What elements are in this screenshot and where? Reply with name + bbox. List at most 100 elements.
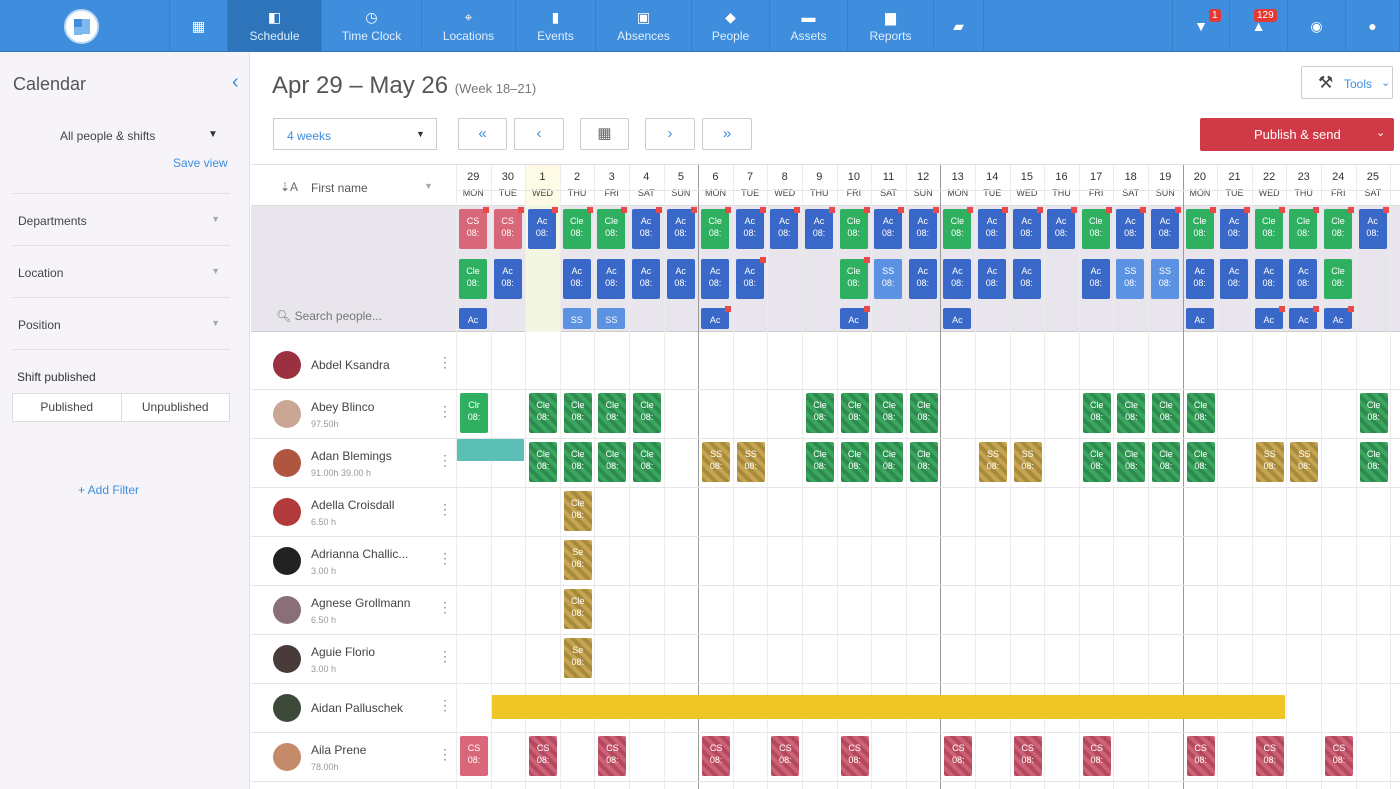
more-options-icon[interactable]: ⋮: [438, 697, 452, 713]
shift-block[interactable]: Cle 08:: [701, 207, 732, 249]
tools-button[interactable]: ⚒ Tools ⌄: [1301, 66, 1393, 99]
filter-location[interactable]: Location ▼: [12, 245, 230, 297]
filter-position[interactable]: Position ▼: [12, 297, 230, 349]
day-header[interactable]: 6 MON: [698, 165, 733, 205]
day-header[interactable]: 30 TUE: [491, 165, 526, 205]
shift-block[interactable]: Cle 08:: [1254, 207, 1285, 249]
shift-block[interactable]: CS 08:: [493, 207, 524, 249]
shift-block[interactable]: SS 08:: [1290, 442, 1319, 482]
person-row-header[interactable]: Adella Croisdall 6.50 h ⋮: [251, 487, 456, 536]
nav-schedule[interactable]: ◧ Schedule: [228, 0, 322, 52]
shift-block[interactable]: Ac 08:: [528, 207, 559, 249]
search-people-input[interactable]: 🔍︎ Search people...: [276, 309, 382, 323]
shift-block[interactable]: CS 08:: [1325, 736, 1353, 776]
day-header[interactable]: 1 WED: [525, 165, 560, 205]
day-header[interactable]: 8 WED: [767, 165, 802, 205]
day-header[interactable]: 7 TUE: [733, 165, 768, 205]
shift-block[interactable]: SS 08:: [874, 259, 903, 299]
chevron-down-icon[interactable]: ▼: [208, 129, 218, 140]
shift-block[interactable]: Ac 08:: [770, 207, 801, 249]
person-row-header[interactable]: Aguie Florio 3.00 h ⋮: [251, 634, 456, 683]
nav-time-clock[interactable]: ◷ Time Clock: [322, 0, 422, 52]
shift-block[interactable]: Ac 08:: [978, 207, 1008, 249]
day-header[interactable]: 24 FRI: [1321, 165, 1356, 205]
shift-block[interactable]: Cle 08:: [563, 442, 592, 482]
shift-block[interactable]: CS 08:: [840, 736, 869, 776]
shift-block[interactable]: Ac 08:: [1116, 207, 1147, 249]
day-header[interactable]: 17 FRI: [1079, 165, 1114, 205]
shift-block[interactable]: Ac: [1254, 306, 1285, 329]
shift-block[interactable]: Ac 08:: [908, 259, 937, 299]
shift-block[interactable]: Cle 08:: [633, 393, 661, 433]
add-filter-link[interactable]: + Add Filter: [78, 483, 140, 497]
shift-block[interactable]: CS 08:: [1255, 736, 1284, 776]
shift-block[interactable]: Ac: [839, 306, 870, 329]
shift-block[interactable]: Ac 08:: [874, 207, 905, 249]
shift-block[interactable]: Cle 08:: [875, 393, 904, 433]
shift-block[interactable]: CS 08:: [1186, 736, 1215, 776]
shift-block[interactable]: Ac: [1324, 306, 1354, 329]
day-header[interactable]: 25 SAT: [1356, 165, 1391, 205]
day-header[interactable]: 5 SUN: [664, 165, 699, 205]
shift-block[interactable]: Ac 08:: [943, 259, 972, 299]
shift-block[interactable]: Ac 08:: [1220, 259, 1249, 299]
shift-block[interactable]: Cle 08:: [1081, 207, 1112, 249]
more-options-icon[interactable]: ⋮: [438, 403, 452, 419]
nav-assets[interactable]: ▬ Assets: [770, 0, 848, 52]
nav-people[interactable]: ◆ People: [692, 0, 770, 52]
sort-field-label[interactable]: First name: [311, 181, 368, 195]
day-header[interactable]: 12 SUN: [906, 165, 941, 205]
day-header[interactable]: 15 WED: [1010, 165, 1045, 205]
shift-block[interactable]: Ac 08:: [1185, 259, 1214, 299]
date-picker-button[interactable]: ▦: [580, 118, 629, 150]
shift-block[interactable]: Ac 08:: [1289, 259, 1318, 299]
shift-block[interactable]: Cle 08:: [598, 393, 627, 433]
shift-block[interactable]: Cle 08:: [562, 207, 593, 249]
shift-block[interactable]: Cle 08:: [1359, 442, 1388, 482]
shift-block[interactable]: Ac 08:: [562, 259, 591, 299]
nav-help[interactable]: ◉: [1288, 0, 1346, 52]
nav-files[interactable]: ▰: [934, 0, 984, 52]
previous-week-button[interactable]: ‹: [514, 118, 564, 150]
weeks-dropdown[interactable]: 4 weeks ▼: [273, 118, 437, 150]
shift-block[interactable]: Ac: [459, 308, 487, 329]
more-options-icon[interactable]: ⋮: [438, 501, 452, 517]
person-row-header[interactable]: Abey Blinco 97.50h ⋮: [251, 389, 456, 438]
more-options-icon[interactable]: ⋮: [438, 550, 452, 566]
shift-block[interactable]: Se 08:: [563, 540, 592, 580]
shift-block[interactable]: SS 08:: [1116, 259, 1145, 299]
shift-block[interactable]: Cle 08:: [839, 207, 870, 249]
shift-block[interactable]: Cle 08:: [839, 257, 870, 299]
day-header[interactable]: 13 MON: [940, 165, 975, 205]
shift-block[interactable]: Ac 08:: [978, 259, 1006, 299]
sort-icon[interactable]: ⇣A: [280, 180, 299, 194]
shift-block[interactable]: Cle 08:: [1359, 393, 1388, 433]
day-header[interactable]: 22 WED: [1252, 165, 1287, 205]
day-header[interactable]: 18 SAT: [1113, 165, 1148, 205]
nav-absences[interactable]: ▣ Absences: [596, 0, 692, 52]
shift-block[interactable]: SS 08:: [1013, 442, 1042, 482]
shift-block[interactable]: Cle 08:: [909, 393, 938, 433]
day-header[interactable]: 20 MON: [1183, 165, 1218, 205]
shift-block[interactable]: CS 08:: [460, 736, 488, 776]
shift-block[interactable]: Cle 08:: [806, 442, 834, 482]
shift-block[interactable]: Ac 08:: [735, 257, 766, 299]
day-header[interactable]: 14 TUE: [975, 165, 1010, 205]
published-option[interactable]: Published: [40, 400, 94, 414]
nav-locations[interactable]: ⌖ Locations: [422, 0, 516, 52]
nav-notifications[interactable]: ▲ 129: [1230, 0, 1288, 52]
absence-bar[interactable]: [457, 439, 525, 461]
shift-block[interactable]: CS 08:: [1013, 736, 1042, 776]
shift-block[interactable]: Cle 08:: [529, 393, 558, 433]
shift-block[interactable]: Ac 08:: [1358, 207, 1389, 249]
person-row-header[interactable]: Aidan Palluschek ⋮: [251, 683, 456, 732]
shift-block[interactable]: SS 08:: [1255, 442, 1284, 482]
shift-block[interactable]: Cle 08:: [1152, 442, 1180, 482]
shift-block[interactable]: SS 08:: [702, 442, 731, 482]
shift-block[interactable]: Cle 08:: [563, 589, 592, 629]
shift-block[interactable]: Ac: [943, 308, 972, 329]
shift-block[interactable]: Cle 08:: [1152, 393, 1180, 433]
unpublished-option[interactable]: Unpublished: [120, 394, 230, 421]
shift-block[interactable]: Ac 08:: [1012, 207, 1043, 249]
shift-block[interactable]: Cle 08:: [1117, 393, 1146, 433]
